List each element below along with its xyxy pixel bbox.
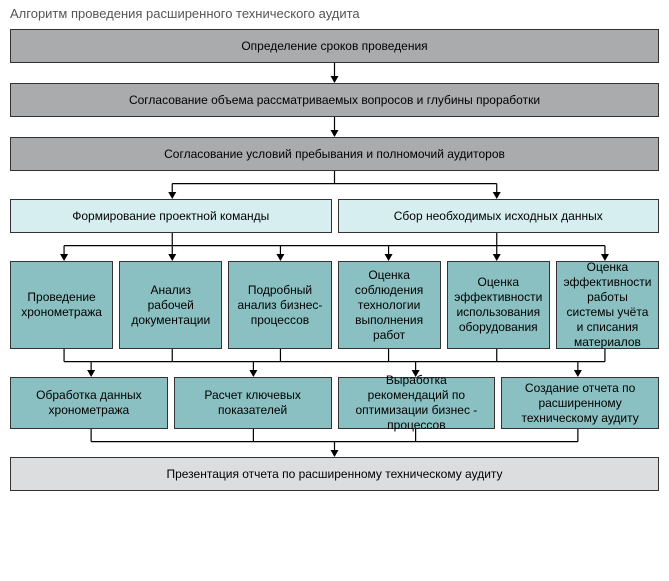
row-r6: Обработка данных хронометражаРасчет ключ… <box>10 377 659 429</box>
box-source-data: Сбор необходимых исходных данных <box>338 199 660 233</box>
arrow-a1 <box>10 63 659 83</box>
arrow-a5 <box>10 349 659 377</box>
box-bp-analysis: Подробный анализ бизнес-процессов <box>228 261 331 349</box>
box-presentation: Презентация отчета по расширенному техни… <box>10 457 659 491</box>
arrow-a3 <box>10 171 659 199</box>
diagram-title: Алгоритм проведения расширенного техниче… <box>10 6 659 21</box>
box-materials-eff: Оценка эффективности работы системы учёт… <box>556 261 659 349</box>
row-r3: Согласование условий пребывания и полном… <box>10 137 659 171</box>
box-tech-compliance: Оценка соблюдения технологии выполнения … <box>338 261 441 349</box>
arrow-a6 <box>10 429 659 457</box>
arrow-a4 <box>10 233 659 261</box>
row-r4: Формирование проектной командыСбор необх… <box>10 199 659 233</box>
box-scope: Согласование объема рассматриваемых вопр… <box>10 83 659 117</box>
box-timing: Проведение хронометража <box>10 261 113 349</box>
row-r2: Согласование объема рассматриваемых вопр… <box>10 83 659 117</box>
flowchart: Определение сроков проведения Согласовани… <box>10 29 659 491</box>
box-deadlines: Определение сроков проведения <box>10 29 659 63</box>
row-r1: Определение сроков проведения <box>10 29 659 63</box>
arrow-a2 <box>10 117 659 137</box>
row-r5: Проведение хронометражаАнализ рабочей до… <box>10 261 659 349</box>
box-equip-eff: Оценка эффективности использования обору… <box>447 261 550 349</box>
box-report: Создание отчета по расширенному техничес… <box>501 377 659 429</box>
box-doc-analysis: Анализ рабочей документации <box>119 261 222 349</box>
box-team: Формирование проектной команды <box>10 199 332 233</box>
box-conditions: Согласование условий пребывания и полном… <box>10 137 659 171</box>
box-timing-proc: Обработка данных хронометража <box>10 377 168 429</box>
box-kpi: Расчет ключевых показателей <box>174 377 332 429</box>
box-recommend: Выработка рекомендаций по оптимизации би… <box>338 377 496 429</box>
row-r7: Презентация отчета по расширенному техни… <box>10 457 659 491</box>
